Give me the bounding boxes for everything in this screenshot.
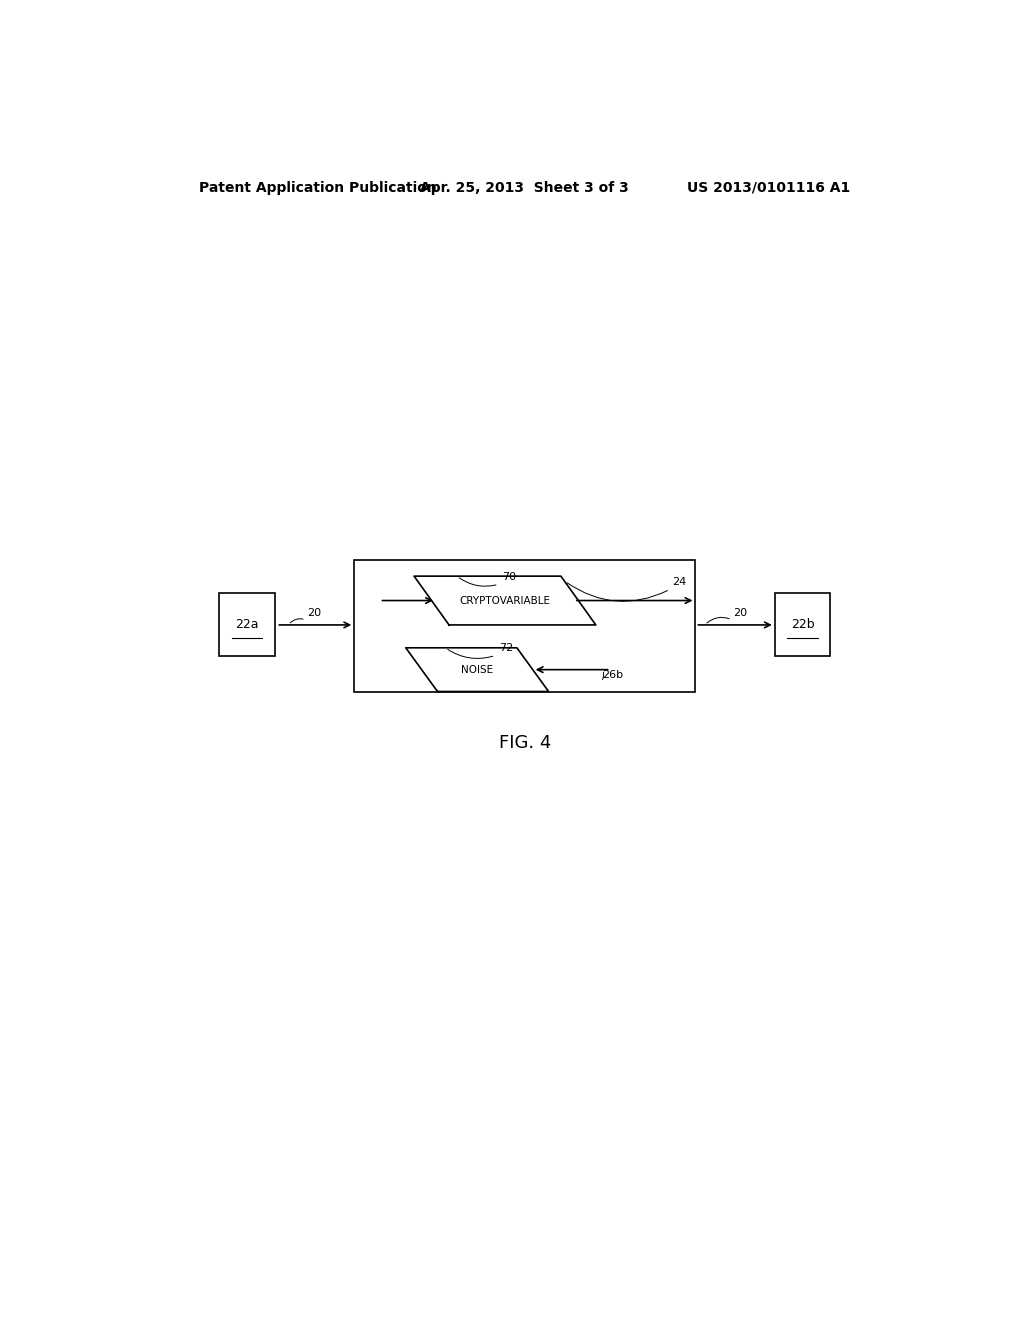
- Text: 22a: 22a: [236, 619, 259, 631]
- Bar: [775, 594, 830, 656]
- Text: 24: 24: [673, 577, 687, 587]
- Text: US 2013/0101116 A1: US 2013/0101116 A1: [687, 181, 850, 195]
- Text: 26b: 26b: [602, 669, 624, 680]
- Text: Patent Application Publication: Patent Application Publication: [200, 181, 437, 195]
- Text: 22b: 22b: [791, 619, 814, 631]
- Text: 70: 70: [503, 573, 517, 582]
- Bar: [354, 560, 695, 692]
- Bar: [219, 594, 274, 656]
- Text: 72: 72: [500, 643, 514, 653]
- Text: 20: 20: [307, 607, 322, 618]
- Text: FIG. 4: FIG. 4: [499, 734, 551, 752]
- Text: NOISE: NOISE: [461, 665, 494, 675]
- Text: CRYPTOVARIABLE: CRYPTOVARIABLE: [460, 595, 551, 606]
- Text: 20: 20: [733, 607, 748, 618]
- Text: Apr. 25, 2013  Sheet 3 of 3: Apr. 25, 2013 Sheet 3 of 3: [421, 181, 629, 195]
